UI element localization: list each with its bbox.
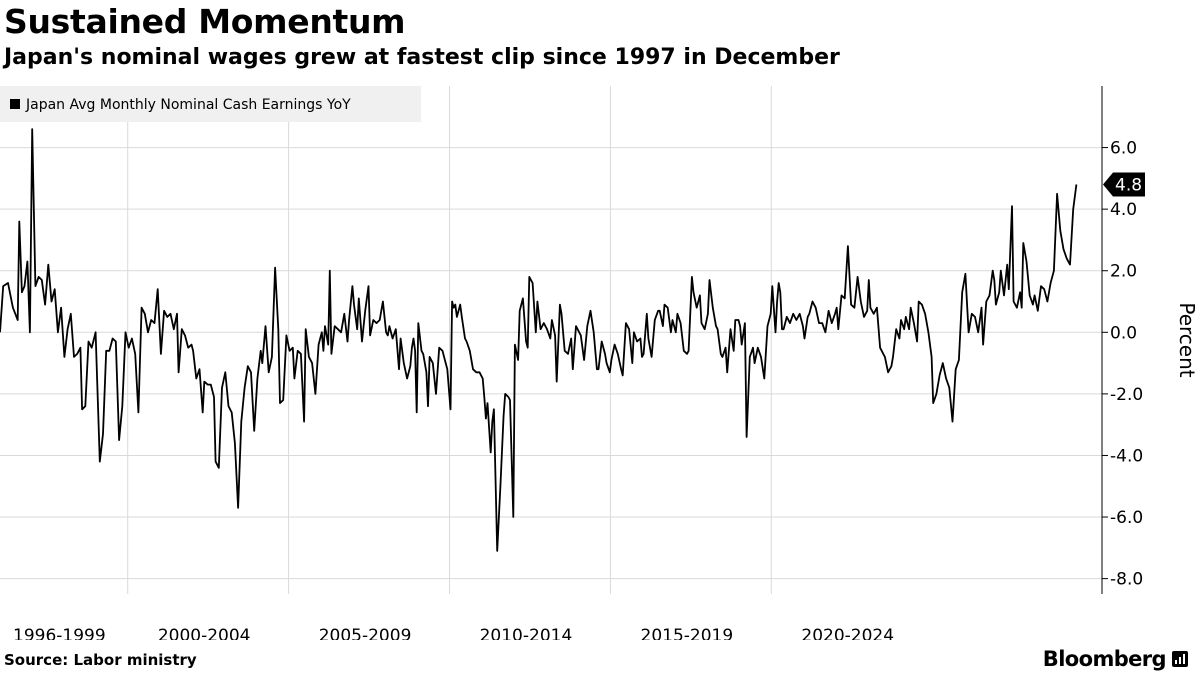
x-tick-label: 2010-2014 [480,626,573,640]
x-tick-label: 2000-2004 [158,626,251,640]
legend-swatch [10,99,20,109]
x-tick-label: 2020-2024 [801,626,894,640]
gridlines [0,147,1102,580]
x-tick-label: 1996-1999 [13,626,106,640]
y-tick-label: -2.0 [1110,385,1143,405]
y-tick-label: 4.0 [1110,200,1137,220]
y-tick-label: -6.0 [1110,508,1143,528]
last-value-label: 4.8 [1115,176,1142,196]
y-tick-label: -8.0 [1110,570,1143,590]
bloomberg-terminal-icon [1172,651,1188,667]
line-chart: Japan Avg Monthly Nominal Cash Earnings … [0,86,1199,640]
chart-subtitle: Japan's nominal wages grew at fastest cl… [4,45,840,70]
y-tick-label: 0.0 [1110,323,1137,343]
brand-logo-text: Bloomberg [1042,647,1167,671]
last-value-callout-bg [1103,172,1145,197]
legend-box [0,86,421,122]
y-axis-title: Percent [1175,302,1199,377]
legend-label: Japan Avg Monthly Nominal Cash Earnings … [25,97,351,113]
y-tick-label: 6.0 [1110,139,1137,159]
source-note: Source: Labor ministry [4,651,197,669]
y-tick-label: 2.0 [1110,262,1137,282]
series-line [0,128,1078,552]
x-separators [127,86,772,594]
brand: Bloomberg [1043,647,1188,671]
last-value-callout: 4.8 [1103,172,1145,197]
x-tick-label: 2015-2019 [641,626,734,640]
chart-title: Sustained Momentum [4,2,406,41]
x-axis: 1996-1999 2000-2004 2005-2009 2010-2014 2015… [13,626,894,640]
y-axis: 6.0 4.0 2.0 0.0 -2.0 -4.0 -6.0 -8.0 [1102,139,1143,590]
y-tick-label: -4.0 [1110,446,1143,466]
x-tick-label: 2005-2009 [319,626,412,640]
